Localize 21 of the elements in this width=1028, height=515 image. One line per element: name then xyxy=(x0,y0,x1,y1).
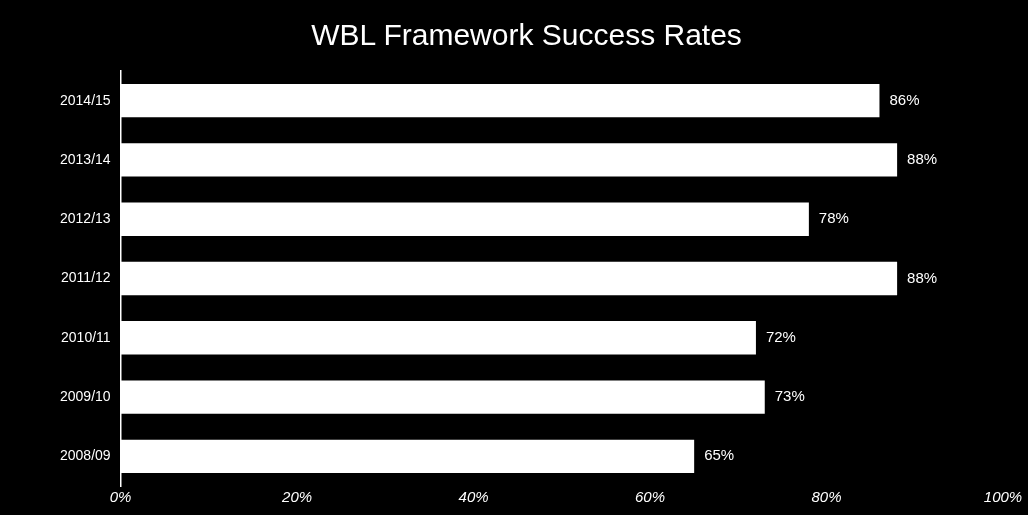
y-tick-label: 2014/15 xyxy=(60,91,111,108)
data-label: 88% xyxy=(907,268,938,286)
chart-title: WBL Framework Success Rates xyxy=(311,18,742,52)
x-tick-label: 40% xyxy=(458,488,489,506)
y-tick-label: 2012/13 xyxy=(60,210,111,227)
y-tick-label: 2010/11 xyxy=(61,328,111,345)
x-tick-label: 60% xyxy=(635,488,666,506)
y-tick-label: 2013/14 xyxy=(60,150,111,167)
x-tick-label: 0% xyxy=(109,488,132,506)
y-tick-label: 2011/12 xyxy=(61,269,111,286)
data-label: 78% xyxy=(818,209,849,227)
x-tick-label: 80% xyxy=(811,488,842,506)
data-label: 73% xyxy=(774,387,805,405)
data-label: 72% xyxy=(765,327,796,345)
x-tick-label: 20% xyxy=(281,488,313,506)
data-label: 86% xyxy=(889,90,920,108)
y-tick-label: 2008/09 xyxy=(60,447,111,464)
y-tick-label: 2009/10 xyxy=(60,387,111,404)
data-label: 65% xyxy=(704,446,735,464)
x-tick-label: 100% xyxy=(983,488,1023,506)
data-label: 88% xyxy=(907,150,938,168)
